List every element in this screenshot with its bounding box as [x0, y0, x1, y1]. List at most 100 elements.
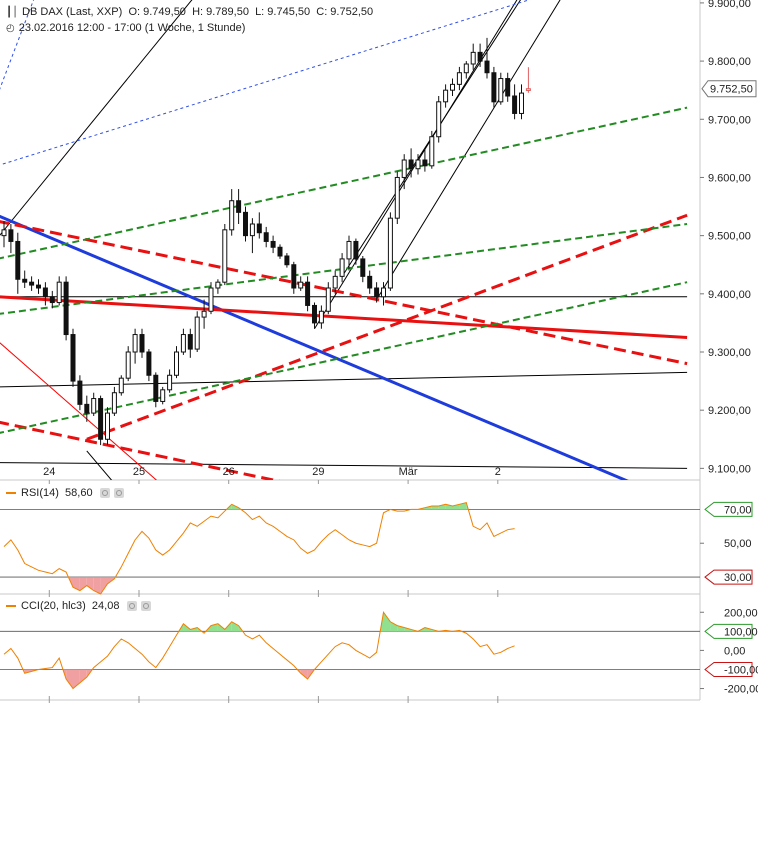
cci-value: 24,08: [91, 600, 120, 612]
trendline[interactable]: [86, 450, 156, 532]
candle-body: [312, 304, 317, 324]
indicator-zone-fill: [445, 504, 453, 510]
rsi-panel: 70,00 50,00 30,00: [0, 501, 753, 595]
candle-body: [215, 281, 221, 289]
rsi-legend[interactable]: RSI(14) 58,60: [6, 487, 124, 499]
candle-body: [125, 351, 131, 379]
indicator-zone-fill: [397, 625, 405, 632]
trendline[interactable]: [0, 281, 688, 434]
candle-body: [408, 159, 414, 170]
chart-header-line2: ◴ 23.02.2016 12:00 - 17:00 (1 Woche, 1 St…: [6, 22, 245, 34]
indicator-tick-label: -200,00: [724, 684, 758, 696]
trendline[interactable]: [0, 106, 688, 260]
candle-body: [1, 229, 7, 237]
rsi-close-icon[interactable]: [113, 488, 124, 499]
candle-body: [298, 281, 304, 289]
candle-body: [201, 310, 207, 318]
y-tick-label: 9.300,00: [708, 347, 751, 359]
candle-body: [291, 264, 297, 289]
candles: [1, 37, 531, 446]
candle-body: [360, 258, 366, 277]
y-tick-label: 9.100,00: [708, 463, 751, 475]
x-tick-label: 25: [133, 466, 145, 478]
cci-settings-icon[interactable]: [126, 601, 137, 612]
candle-body: [429, 136, 435, 167]
indicator-level-label: -100,00: [724, 664, 758, 676]
candle-body: [118, 377, 124, 394]
trendline[interactable]: [341, 0, 577, 277]
trendline[interactable]: [0, 420, 383, 503]
trendline[interactable]: [0, 462, 688, 469]
candle-body: [29, 281, 35, 286]
indicator-level-label: 30,00: [724, 572, 752, 584]
chart-header-line1: ┃│ DB DAX (Last, XXP) O: 9.749,50 H: 9.78…: [6, 6, 373, 18]
indicator-tick-label: 0,00: [724, 645, 745, 657]
candle-body: [505, 78, 511, 97]
candle-body: [305, 281, 311, 306]
y-tick-label: 9.500,00: [708, 231, 751, 243]
indicator-zone-fill: [93, 577, 101, 594]
cci-legend[interactable]: CCI(20, hlc3) 24,08: [6, 600, 151, 612]
candle-body: [153, 374, 159, 402]
trendline[interactable]: [0, 0, 52, 96]
y-tick-label: 9.200,00: [708, 405, 751, 417]
trendline[interactable]: [0, 340, 170, 491]
rsi-settings-icon[interactable]: [99, 488, 110, 499]
candle-body: [277, 246, 283, 257]
y-tick-label: 9.600,00: [708, 172, 751, 184]
candle-body: [139, 334, 145, 353]
candle-body: [484, 60, 490, 74]
indicator-zone-fill: [79, 669, 87, 683]
candle-body: [63, 281, 69, 336]
rsi-color-swatch: [6, 492, 16, 495]
candle-body: [91, 398, 97, 414]
y-tick-label: 9.900,00: [708, 0, 751, 10]
trendline[interactable]: [0, 371, 688, 388]
indicator-zone-fill: [390, 621, 398, 632]
y-tick-label: 9.400,00: [708, 289, 751, 301]
candle-body: [415, 159, 421, 170]
candle-body: [77, 380, 83, 405]
period-text: 23.02.2016 12:00 - 17:00 (1 Woche, 1 Stu…: [18, 22, 246, 34]
clock-icon: ◴: [6, 23, 15, 34]
indicator-zone-fill: [438, 504, 446, 510]
candle-body: [8, 229, 14, 242]
candle-body: [263, 232, 269, 242]
candle-body: [256, 223, 262, 234]
candle-body: [450, 83, 455, 91]
candle-body: [422, 159, 428, 167]
candle-body: [105, 412, 110, 440]
candle-body: [229, 200, 235, 231]
trendlines: [0, 0, 688, 532]
candle-body: [42, 287, 48, 298]
x-tick-label: 29: [312, 466, 324, 478]
trendline[interactable]: [86, 213, 688, 441]
lower-level-flag: [704, 661, 753, 677]
indicator-zone-fill: [73, 577, 80, 591]
trendline[interactable]: [0, 0, 218, 239]
cci-close-icon[interactable]: [140, 601, 151, 612]
trendline[interactable]: [0, 220, 688, 366]
candle-body: [374, 287, 380, 298]
grid-layer: [0, 0, 701, 703]
x-tick-label: 24: [43, 466, 55, 478]
trendline[interactable]: [0, 214, 632, 483]
candle-body: [436, 101, 442, 138]
candle-body: [353, 240, 359, 260]
cci-panel: 200,00 100,00 0,00 -100,00 -200,00: [0, 607, 758, 696]
trendline[interactable]: [0, 295, 688, 339]
candle-body: [498, 78, 504, 103]
candle-body: [339, 258, 345, 277]
last-price-label: 9.752,50: [710, 84, 753, 96]
candle-body: [325, 287, 331, 312]
indicator-zone-fill: [383, 612, 391, 632]
candle-body: [132, 334, 138, 353]
trendline[interactable]: [376, 0, 598, 300]
candle-body: [167, 374, 173, 391]
indicator-zone-fill: [66, 669, 73, 689]
trendline[interactable]: [0, 0, 687, 166]
low-value: L: 9.745,50: [255, 6, 311, 18]
cci-label: CCI(20, hlc3): [21, 600, 86, 612]
lower-level-flag: [704, 569, 753, 585]
